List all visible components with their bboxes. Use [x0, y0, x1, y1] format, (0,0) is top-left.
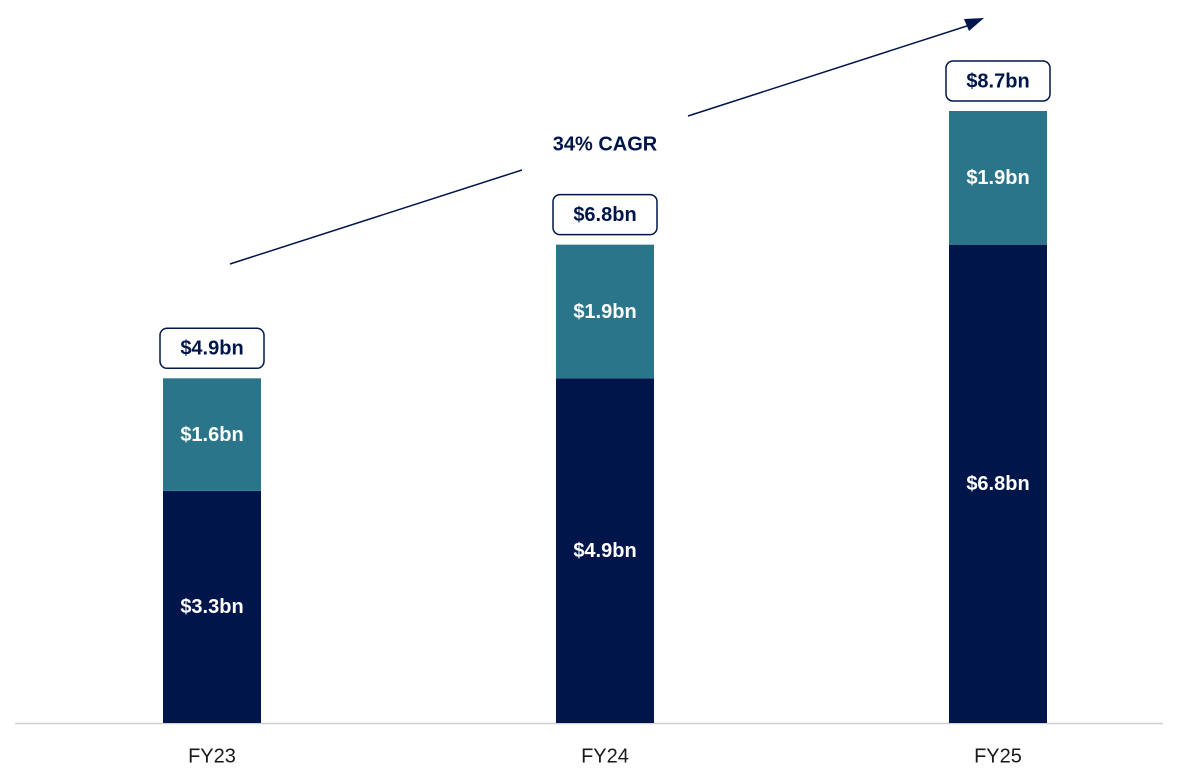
x-tick-label: FY23 — [188, 745, 236, 767]
value-label: $1.9bn — [573, 301, 636, 323]
arrow-head — [964, 18, 984, 31]
bar-segment — [949, 244, 1047, 724]
annotation: 34% CAGR — [553, 133, 658, 155]
bar-segment — [556, 244, 654, 379]
x-tick-label: FY24 — [581, 745, 629, 767]
total-label: $6.8bn — [573, 204, 636, 226]
total-label: $4.9bn — [180, 338, 243, 360]
cagr-arrow — [687, 24, 971, 117]
bar-segment — [556, 378, 654, 723]
x-tick-label: FY25 — [974, 745, 1022, 767]
value-label: $1.6bn — [180, 424, 243, 446]
value-label: $3.3bn — [180, 596, 243, 618]
total-box — [159, 327, 265, 370]
value-label: $1.9bn — [966, 167, 1029, 189]
total-box — [945, 60, 1051, 102]
bar-segment — [949, 111, 1047, 245]
total-label: $8.7bn — [966, 70, 1029, 92]
value-label: $4.9bn — [573, 540, 636, 562]
cagr-arrow — [229, 169, 523, 265]
value-label: $6.8bn — [966, 473, 1029, 495]
total-box — [552, 193, 658, 236]
bar-segment — [163, 490, 261, 723]
bar-segment — [163, 378, 261, 491]
